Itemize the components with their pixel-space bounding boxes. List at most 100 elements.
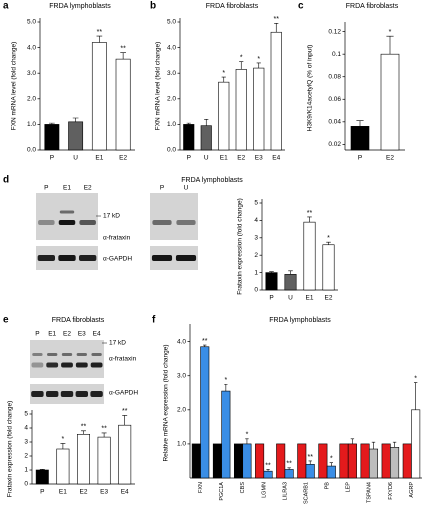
error-bar: [269, 271, 274, 273]
bar: [263, 470, 273, 479]
size-marker: 17 kD: [103, 213, 120, 220]
y-axis-label: Relative mRNA expression (fold change): [163, 344, 170, 461]
panel-label: f: [152, 315, 156, 326]
chart-title: FRDA lymphoblasts: [269, 317, 331, 324]
blot-band: [45, 391, 59, 397]
x-tick-label: E2: [325, 295, 333, 302]
blot-background: [36, 193, 98, 240]
bar: [212, 443, 222, 479]
x-tick-label: U: [288, 295, 293, 302]
panel-label: d: [3, 175, 9, 186]
lane-label: E2: [63, 331, 71, 338]
y-tick-label: 1.0: [27, 121, 36, 128]
y-tick-label: 3: [24, 439, 28, 446]
y-axis-label: Frataxin expression (fold change): [237, 198, 244, 294]
significance: **: [307, 210, 313, 217]
y-tick-label: 1: [24, 467, 28, 474]
x-tick-label: FXN: [198, 482, 204, 493]
x-tick-label: E4: [121, 489, 129, 496]
y-tick-label: 4.0: [177, 338, 186, 345]
significance: **: [120, 46, 126, 53]
significance: *: [257, 56, 260, 63]
error-bar: [96, 35, 103, 43]
error-bar: [392, 441, 397, 448]
x-tick-label: AGRP: [409, 482, 415, 498]
error-bar: [101, 432, 107, 438]
lane-label: P: [160, 185, 164, 192]
blot-band: [58, 220, 76, 225]
lane-label: U: [184, 185, 189, 192]
error-bar: [274, 22, 279, 33]
bar: [270, 31, 282, 151]
x-tick-label: P: [358, 155, 362, 162]
bar: [305, 464, 315, 479]
panel-label: e: [3, 315, 9, 326]
lane-label: P: [35, 331, 39, 338]
x-tick-label: PGC1A: [219, 482, 225, 501]
significance: *: [414, 375, 417, 382]
blot-background: [30, 340, 104, 378]
blot-band: [91, 353, 102, 356]
x-tick-label: CBS: [240, 482, 246, 494]
significance: **: [202, 338, 208, 345]
x-tick-label: SCARB1: [303, 482, 309, 504]
blot-band: [59, 210, 75, 214]
x-tick-label: FXYD6: [388, 482, 394, 500]
lane-label: E2: [84, 185, 92, 192]
y-tick-label: 2.0: [27, 96, 36, 103]
x-tick-label: TSPAN4: [367, 482, 373, 503]
y-tick-label: 0.1: [332, 51, 341, 58]
x-tick-label: P: [50, 155, 54, 162]
bar: [118, 424, 132, 485]
significance: *: [224, 377, 227, 384]
error-bar: [245, 438, 249, 444]
bar: [284, 469, 294, 479]
panel-label: c: [298, 1, 304, 12]
significance: **: [274, 16, 280, 23]
bar: [77, 433, 90, 485]
significance: *: [327, 235, 330, 242]
y-tick-label: 1.0: [177, 441, 186, 448]
y-tick-label: 4: [24, 425, 28, 432]
bar: [322, 244, 335, 291]
significance: **: [97, 29, 103, 36]
y-tick-label: 2.0: [177, 407, 186, 414]
blot-band: [38, 220, 55, 225]
blot-band: [31, 391, 44, 397]
y-tick-label: 0.04: [328, 119, 341, 126]
x-tick-label: E2: [80, 489, 88, 496]
bar: [91, 42, 107, 151]
antibody-label: α-GAPDH: [109, 390, 138, 397]
bar: [200, 125, 212, 151]
antibody-label: α-frataxin: [103, 235, 131, 242]
y-axis-label: FXN mRNA level (fold change): [155, 42, 162, 131]
y-tick-label: 5: [254, 200, 258, 207]
error-bar: [120, 52, 126, 60]
blot-band: [151, 255, 173, 261]
y-tick-label: 0.08: [328, 73, 341, 80]
x-tick-label: E4: [272, 155, 280, 162]
y-tick-label: 5: [24, 411, 28, 418]
x-tick-label: P: [40, 489, 44, 496]
bar: [68, 121, 84, 151]
error-bar: [326, 241, 331, 245]
significance: *: [62, 436, 65, 443]
blot-band: [61, 362, 73, 368]
x-tick-label: LILRA3: [282, 482, 288, 500]
bar: [191, 443, 201, 479]
error-bar: [72, 117, 79, 122]
error-bar: [203, 344, 207, 347]
x-tick-label: E3: [255, 155, 263, 162]
y-axis-label: Frataxin expression (fold change): [7, 401, 14, 497]
error-bar: [224, 383, 228, 392]
x-tick-label: E1: [306, 295, 314, 302]
bar: [35, 469, 49, 485]
blot-band: [47, 353, 58, 356]
error-bar: [122, 415, 128, 426]
y-tick-label: 1.0: [167, 121, 176, 128]
error-bar: [386, 35, 394, 55]
error-bar: [239, 61, 244, 70]
chart-title: FRDA fibroblasts: [52, 317, 105, 324]
antibody-label: α-frataxin: [109, 356, 137, 363]
blot-band: [31, 362, 44, 368]
